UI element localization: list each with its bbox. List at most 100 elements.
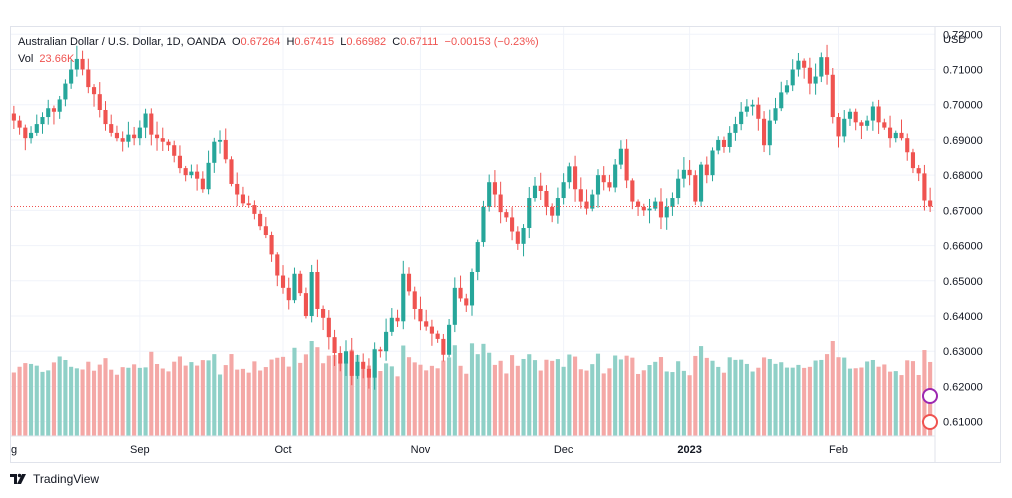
candle xyxy=(784,80,790,95)
volume-bar xyxy=(607,368,612,436)
volume-bar xyxy=(149,351,154,436)
candle-body xyxy=(109,124,114,133)
candle xyxy=(704,156,709,184)
volume-bar xyxy=(704,357,709,436)
volume-bar xyxy=(813,360,818,436)
volume-bar xyxy=(23,363,28,436)
volume-bar xyxy=(114,374,120,436)
candle xyxy=(258,210,263,231)
candle xyxy=(154,121,160,151)
volume-bar xyxy=(532,360,538,436)
candle xyxy=(693,170,698,206)
volume-bar xyxy=(676,361,681,436)
candle xyxy=(773,97,778,124)
candle xyxy=(80,50,85,76)
y-tick-label: 0.71000 xyxy=(943,65,983,77)
candle-body xyxy=(275,254,280,276)
candle-body xyxy=(441,338,446,355)
candle xyxy=(510,207,515,241)
candle xyxy=(458,275,463,302)
volume-bar xyxy=(882,364,887,436)
candle xyxy=(280,265,286,294)
candle-body xyxy=(17,120,22,128)
symbol-title[interactable]: Australian Dollar / U.S. Dollar, 1D, OAN… xyxy=(18,36,226,48)
volume-bar xyxy=(716,366,721,436)
candle-body xyxy=(452,287,457,325)
volume-bar xyxy=(183,365,188,436)
candle-body xyxy=(263,226,268,236)
candle xyxy=(779,81,784,112)
event-marker-icon[interactable] xyxy=(922,388,938,404)
volume-bar xyxy=(429,365,434,436)
candle-body xyxy=(779,92,784,109)
volume-bar xyxy=(378,371,383,436)
candle xyxy=(876,99,881,134)
candle xyxy=(246,195,251,208)
close-value: 0.67111 xyxy=(400,36,439,48)
volume-bar xyxy=(561,366,566,436)
volume-bar xyxy=(321,363,326,436)
candle-body xyxy=(343,351,349,364)
candle-body xyxy=(721,139,727,147)
candle-body xyxy=(258,213,263,227)
volume-bar xyxy=(263,367,268,436)
candle-body xyxy=(710,150,715,176)
candle-body xyxy=(498,194,503,213)
candle xyxy=(664,198,669,230)
candle xyxy=(641,203,646,216)
candle-body xyxy=(704,164,709,176)
candle-body xyxy=(217,139,223,142)
candle-body xyxy=(784,85,790,93)
candle-body xyxy=(355,361,360,376)
y-tick-label: 0.69000 xyxy=(943,135,983,147)
candle xyxy=(401,260,406,330)
x-tick-label: Oct xyxy=(274,444,291,456)
volume-label[interactable]: Vol xyxy=(18,53,34,65)
volume-bar xyxy=(280,356,286,436)
volume-bar xyxy=(11,372,16,436)
candle-body xyxy=(681,169,686,179)
candle-body xyxy=(630,180,635,202)
currency-label[interactable]: USD xyxy=(943,34,967,46)
candle xyxy=(636,199,641,216)
candle-body xyxy=(172,145,177,156)
volume-bar xyxy=(802,367,807,436)
price-chart[interactable]: 0.72000 0.71000 0.70000 0.69000 0.68000 0.670… xyxy=(0,0,1012,465)
candle xyxy=(847,108,853,126)
candle xyxy=(498,181,503,224)
volume-value: 23.66K xyxy=(39,53,75,65)
candle xyxy=(40,112,45,134)
candle xyxy=(200,171,205,193)
volume-bar xyxy=(521,358,526,436)
volume-bar xyxy=(899,375,904,436)
candle xyxy=(63,79,68,107)
candle xyxy=(120,131,125,152)
candle xyxy=(91,84,97,107)
volume-legend: Vol 23.66K xyxy=(18,53,74,65)
volume-bar xyxy=(206,360,211,436)
volume-bar xyxy=(103,358,108,436)
volume-bar xyxy=(784,367,790,436)
volume-bar xyxy=(154,364,160,436)
candle-body xyxy=(859,122,864,126)
candle xyxy=(292,267,297,304)
candle xyxy=(607,174,612,192)
candle-body xyxy=(762,118,767,146)
candle xyxy=(739,102,744,131)
candle-body xyxy=(298,273,303,294)
candle xyxy=(710,147,715,182)
volume-bar xyxy=(830,341,835,436)
volume-bar xyxy=(910,361,916,436)
candle xyxy=(515,226,520,250)
alert-marker-icon[interactable] xyxy=(922,414,938,430)
candle xyxy=(183,165,188,182)
tradingview-logo[interactable]: TradingView xyxy=(10,472,99,486)
y-tick-label: 0.64000 xyxy=(943,311,983,323)
candle xyxy=(796,52,801,77)
candle xyxy=(418,296,423,331)
y-tick-label: 0.70000 xyxy=(943,100,983,112)
volume-bar xyxy=(773,363,778,436)
candle xyxy=(653,197,658,211)
low-label: L xyxy=(340,36,347,48)
candle xyxy=(435,330,440,343)
